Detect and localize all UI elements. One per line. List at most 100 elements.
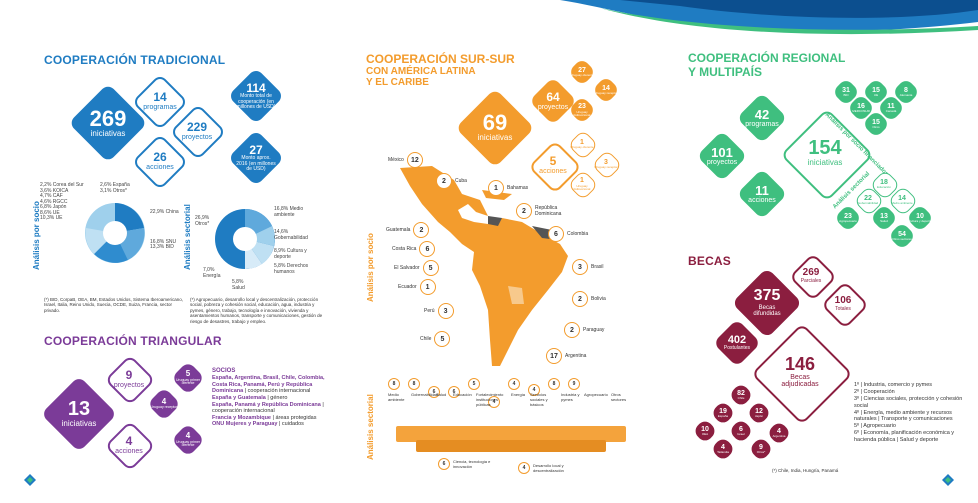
country-brasil: 3 Brasil (572, 259, 604, 275)
sector-5-n: 4 (488, 396, 500, 408)
triangular-socios-title: SOCIOS (212, 368, 236, 374)
sursur-sm0-label: Uruguay oferente (570, 73, 594, 78)
tradicional-socio-legend-right: 22,9% China 16,8% SNU 13,3% BID (150, 209, 179, 250)
tradicional-pie-socio (85, 203, 145, 263)
triangular-socios: SOCIOS España, Argentina, Brasil, Chile,… (212, 368, 332, 428)
triangular-main-num: 13 (67, 398, 91, 421)
sector-4-n: 5 (468, 378, 480, 390)
tradicional-sector-legend-left: 26,9% Otros* (195, 215, 210, 227)
sector-2-n: 6 (428, 386, 440, 398)
sector-8-name: Agropecuario (584, 392, 608, 397)
country-bolivia: 2 Bolivia (572, 291, 606, 307)
tradicional-title: COOPERACIÓN TRADICIONAL (44, 53, 226, 67)
sursur-title: COOPERACIÓN SUR-SUR CON AMÉRICA LATINA Y… (366, 52, 515, 89)
triangular-d1-num: 5 (185, 369, 191, 379)
sector-bottom-1: 4 Desarrollo local y descentralización (518, 462, 583, 474)
corner-logo-right-icon (942, 474, 954, 486)
tradicional-programas-label: programas (143, 103, 177, 111)
sector-3-n: 6 (448, 386, 460, 398)
triangular-d3-label: Uruguay primer oferente (175, 439, 201, 448)
becas-section: BECAS 375 Becas difundidas 269 Parciales… (660, 250, 978, 503)
becas-difundidas-label: Becas difundidas (753, 305, 781, 318)
country-guatemala: Guatemala 2 (386, 222, 430, 238)
sursur-analisis-sectorial: Análisis sectorial (366, 394, 375, 460)
tradicional-socio-legend-left: 2,2% Corea del Sur 3,6% KOICA 4,7% CAF 4… (40, 182, 84, 221)
triangular-main-label: iniciativas (61, 419, 97, 429)
regional-section: COOPERACIÓN REGIONAL Y MULTIPAÍS 42 prog… (660, 0, 978, 251)
regional-proyectos-num: 101 (711, 144, 733, 160)
tradicional-foot-socio: (*) BID, CorpaB, OEA, BM, Estados Unidos… (44, 297, 184, 313)
triangular-d1-label: Uruguay primer oferente (175, 377, 201, 386)
tradicional-section: COOPERACIÓN TRADICIONAL 269 iniciativas … (0, 0, 340, 330)
sector-5-name: Energía (511, 392, 526, 397)
regional-main-label: iniciativas (807, 158, 843, 168)
sursur-sm1-label: Uruguay receptor (594, 91, 618, 96)
sursur-proyectos-num: 64 (546, 90, 560, 105)
sursur-sectors: 8 8 6 6 5 4 4 4 8 9 Medio ambiente Gober… (388, 378, 648, 478)
sector-3-name: Educación (453, 392, 472, 397)
sursur-main-label: iniciativas (477, 133, 513, 143)
country-chile: Chile 5 (420, 331, 451, 347)
triangular-title: COOPERACIÓN TRIANGULAR (44, 334, 222, 348)
triangular-d3-num: 4 (185, 431, 191, 441)
country-colombia: 6 Colombia (548, 226, 588, 242)
sector-7-name: Industria y pymes (561, 392, 580, 402)
triangular-proyectos-num: 9 (125, 368, 133, 383)
triangular-acciones-num: 4 (125, 434, 133, 449)
sursur-analisis-socio: Análisis por socio (366, 233, 375, 302)
sursur-sm3-label: Uruguay oferente (570, 145, 594, 150)
becas-difundidas-num: 375 (753, 287, 781, 305)
country-ecuador: Ecuador 1 (398, 279, 436, 295)
tradicional-foot-sector: (*) Agropecuario, desarrollo local y des… (190, 297, 323, 324)
regional-main-num: 154 (808, 137, 842, 160)
becas-adjudicadas-num: 146 (784, 354, 816, 375)
tradicional-programas-num: 14 (153, 90, 167, 105)
triangular-d2-num: 4 (161, 396, 167, 406)
sursur-sm0-num: 27 (578, 66, 586, 74)
sursur-sm2-label: Uruguay bidireccional (573, 109, 591, 117)
tradicional-monto-total-label: Monto total de cooperación (en millones … (236, 93, 276, 110)
sector-4-name: Fortalecimiento instituciones públicas (476, 392, 504, 407)
regional-acciones-label: acciones (748, 197, 776, 205)
sector-bottom-0: 6 Ciencia, tecnología e innovación (438, 458, 493, 470)
tradicional-pie-sector (215, 209, 275, 270)
triangular-acciones-label: acciones (115, 447, 143, 455)
sursur-sm1-num: 14 (602, 84, 610, 92)
sursur-sm5-label: Uruguay bidireccional (573, 183, 591, 191)
becas-ranking: 1º | Industria, comercio y pymes 2º | Co… (854, 382, 963, 443)
triangular-d2-label: Uruguay receptor (150, 405, 178, 410)
corner-logo-left-icon (24, 474, 36, 486)
tradicional-sector-legend-energia: 7,0% Energía (203, 267, 221, 279)
becas-foot: (*) Chile, India, Hungría, Panamá (772, 468, 839, 473)
country-argentina: 17 Argentina (546, 348, 586, 364)
tradicional-acciones-num: 26 (153, 150, 167, 165)
country-bahamas: 1 Bahamas (488, 180, 528, 196)
sector-8-n: 8 (548, 378, 560, 390)
sector-0-n: 8 (388, 378, 400, 390)
sursur-sm2-num: 23 (578, 103, 586, 111)
sursur-acciones-num: 5 (549, 154, 557, 169)
sector-7-n: 4 (528, 384, 540, 396)
sector-9-n: 9 (568, 378, 580, 390)
tradicional-sector-legend-right: 16,8% Medio ambiente 14,6% Gobernabilida… (274, 206, 309, 275)
regional-programas-num: 42 (754, 106, 770, 122)
becas-totales-label: Totales (835, 305, 851, 312)
tradicional-socio-legend-top: 2,6% España 3,1% Otros* (100, 182, 130, 194)
country-rep-dominicana: 2 República Dominicana (516, 203, 575, 219)
tradicional-sector-legend-salud: 5,8% Salud (232, 279, 245, 291)
tradicional-proyectos-label: proyectos (181, 133, 213, 141)
sector-6-n: 4 (508, 378, 520, 390)
regional-programas-label: programas (745, 121, 779, 129)
sector-1-name: Gobernabilidad (411, 392, 439, 397)
regional-title: COOPERACIÓN REGIONAL Y MULTIPAÍS (688, 51, 846, 79)
country-el-salvador: El Salvador 5 (394, 260, 439, 276)
sursur-section: COOPERACIÓN SUR-SUR CON AMÉRICA LATINA Y… (340, 0, 660, 503)
becas-postulantes-num: 402 (727, 333, 747, 346)
sector-0-name: Medio ambiente (388, 392, 405, 402)
tradicional-main-label: iniciativas (90, 129, 126, 139)
sector-1-n: 8 (408, 378, 420, 390)
sursur-sm4-label: Uruguay receptor (594, 165, 618, 170)
becas-postulantes-label: Postulantes (723, 345, 751, 352)
regional-proyectos-label: proyectos (706, 159, 738, 167)
becas-totales-num: 106 (834, 295, 852, 307)
